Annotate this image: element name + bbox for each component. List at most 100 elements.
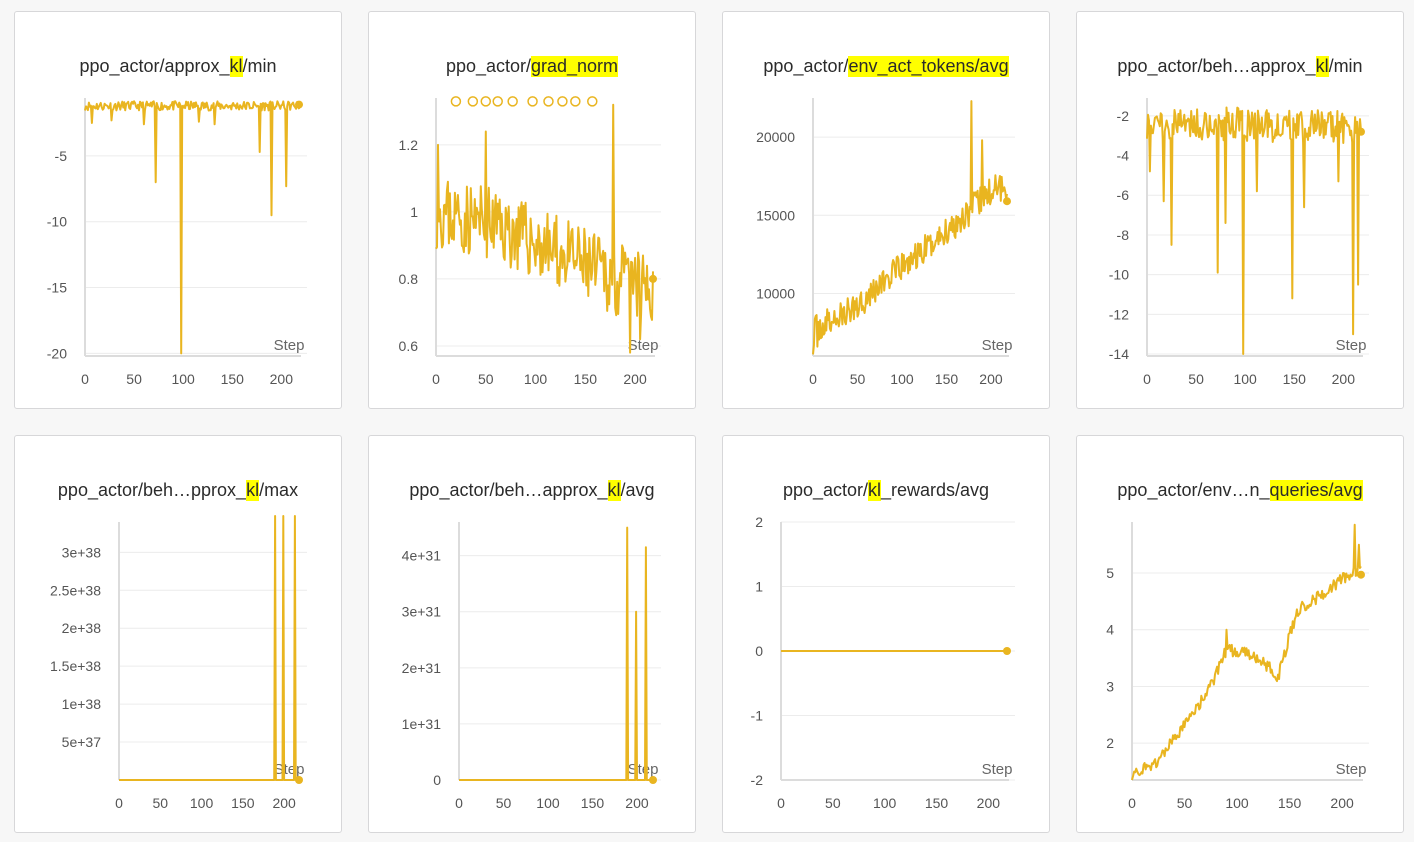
x-axis-title: Step [1336,761,1367,778]
y-tick-label: 0.6 [399,338,419,354]
series-line [118,515,300,781]
x-tick-label: 100 [524,371,548,387]
outlier-marker [557,96,568,107]
x-tick-label: 100 [190,795,214,811]
x-tick-label: 100 [1233,371,1257,387]
chart-title-part: ppo_actor/ [445,56,531,76]
y-tick-label: -2 [751,772,764,788]
x-axis-title: Step [274,761,305,778]
chart-title-part: ppo_actor/approx_ [79,56,230,76]
chart-title-part: kl [246,480,260,501]
x-tick-label: 0 [81,371,89,387]
x-tick-label: 100 [536,795,560,811]
last-point-marker [1357,570,1365,579]
y-tick-label: 2e+31 [402,660,442,676]
chart-title-part: /min [1328,56,1363,76]
x-axis-title: Step [1336,337,1367,354]
outlier-marker [543,96,554,107]
chart-panel: ppo_actor/grad_norm 0.6 0.8 1 1.2 0 50 100 150 20… [368,11,696,409]
y-tick-label: -1 [751,708,764,724]
chart-title: ppo_actor/beh…approx_kl/min [1077,56,1403,80]
y-tick-label: 3e+31 [402,604,442,620]
series-line [84,100,300,355]
outlier-marker [527,96,538,107]
x-tick-label: 0 [1128,795,1136,811]
x-tick-label: 150 [935,371,959,387]
x-tick-label: 0 [115,795,123,811]
x-tick-label: 200 [1330,795,1354,811]
chart-title-part: ppo_actor/ [782,480,868,500]
x-tick-label: 50 [496,795,512,811]
x-tick-label: 50 [1188,371,1204,387]
last-point-marker [1003,647,1011,655]
chart-title-part: /max [259,480,299,500]
series-line [458,526,654,781]
y-tick-label: 4e+31 [402,548,442,564]
x-tick-label: 100 [890,371,914,387]
chart-title-part: kl [868,480,881,501]
x-axis-title: Step [982,337,1013,354]
x-tick-label: 200 [625,795,649,811]
x-tick-label: 200 [270,371,294,387]
y-tick-label: 1 [410,204,418,220]
chart-title-part: ppo_actor/beh…approx_ [1117,56,1316,76]
chart-svg: -14 -12 -10 -8 -6 -4 -2 0 50 100 150 200 Step [1109,98,1369,387]
y-tick-label: 1.2 [399,137,419,153]
y-tick-label: 0.8 [399,271,419,287]
x-tick-label: 100 [873,795,897,811]
chart-svg: 5e+37 1e+38 1.5e+38 2e+38 2.5e+38 3e+38 0 50 100… [50,515,307,811]
x-tick-label: 0 [1143,371,1151,387]
x-tick-label: 100 [171,371,195,387]
x-tick-label: 0 [455,795,463,811]
outlier-marker [507,96,518,107]
y-tick-label: 10000 [756,285,795,301]
x-tick-label: 150 [581,795,605,811]
chart-title: ppo_actor/env…n_queries/avg [1077,480,1403,504]
y-tick-label: 15000 [756,207,795,223]
last-point-marker [649,274,657,283]
x-tick-label: 150 [574,371,598,387]
y-tick-label: 3e+38 [62,544,102,560]
last-point-marker [649,776,657,784]
chart-title: ppo_actor/beh…pprox_kl/max [15,480,341,504]
x-axis-title: Step [628,337,659,354]
chart-panel: ppo_actor/kl_rewards/avg -2 -1 0 1 2 0 50 100 150… [722,435,1050,833]
chart-title: ppo_actor/grad_norm [369,56,695,80]
series-line [1131,523,1362,781]
chart-panel: ppo_actor/beh…pprox_kl/max 5e+37 1e+38 1.5e… [14,435,342,833]
y-tick-label: 1 [755,579,763,595]
y-tick-label: 1.5e+38 [50,658,101,674]
y-tick-label: 2 [1106,735,1114,751]
y-tick-label: -4 [1117,148,1130,164]
chart-title: ppo_actor/kl_rewards/avg [723,480,1049,504]
x-tick-label: 50 [478,371,494,387]
x-axis-title: Step [274,337,305,354]
y-tick-label: -5 [55,148,68,164]
x-tick-label: 150 [1278,795,1302,811]
x-tick-label: 150 [1283,371,1307,387]
y-tick-label: -15 [47,280,67,296]
last-point-marker [1357,127,1365,136]
y-tick-label: -10 [47,214,67,230]
y-tick-label: -8 [1117,227,1130,243]
y-tick-label: 1e+31 [402,716,442,732]
x-tick-label: 200 [977,795,1001,811]
chart-panel: ppo_actor/env…n_queries/avg 2 3 4 5 0 50 100 150… [1076,435,1404,833]
y-tick-label: -12 [1109,306,1129,322]
outlier-marker [480,96,492,107]
y-tick-label: -10 [1109,267,1129,283]
y-tick-label: 5 [1106,565,1114,581]
chart-title-part: ppo_actor/env…n_ [1117,480,1270,500]
series-line [1146,106,1362,355]
last-point-marker [295,776,303,784]
chart-title-part: kl [607,480,621,501]
x-tick-label: 150 [221,371,245,387]
outlier-marker [587,96,598,107]
x-tick-label: 50 [850,371,866,387]
chart-svg: 10000 15000 20000 0 50 100 150 200 Step [756,98,1015,387]
x-tick-label: 50 [152,795,168,811]
outlier-marker [467,96,479,107]
y-tick-label: 5e+37 [62,734,102,750]
